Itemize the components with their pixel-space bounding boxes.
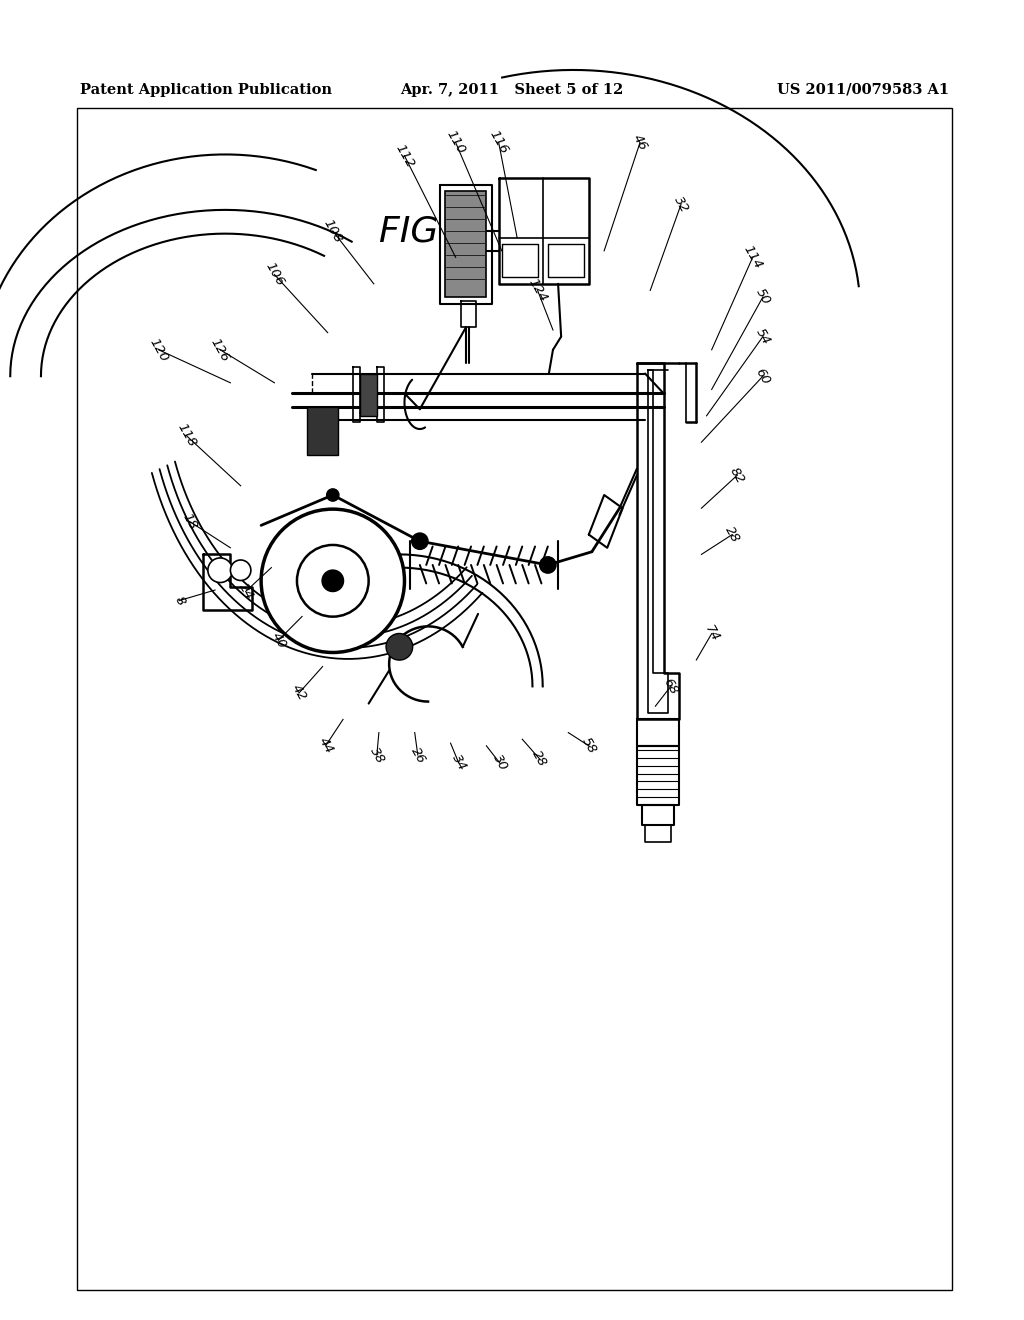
Text: 54: 54 <box>753 326 773 347</box>
Text: US 2011/0079583 A1: US 2011/0079583 A1 <box>777 83 949 96</box>
Circle shape <box>412 533 428 549</box>
Text: 8: 8 <box>171 594 187 607</box>
Text: 24: 24 <box>236 581 256 602</box>
Text: 124: 124 <box>525 276 550 305</box>
Bar <box>307 407 338 455</box>
Text: 34: 34 <box>449 752 469 774</box>
Text: 120: 120 <box>146 335 171 364</box>
Circle shape <box>322 570 344 591</box>
Bar <box>77 108 952 1290</box>
Text: 114: 114 <box>740 243 765 272</box>
Text: 28: 28 <box>722 524 742 545</box>
Text: 46: 46 <box>630 132 650 153</box>
Circle shape <box>261 510 404 652</box>
Text: 118: 118 <box>174 421 199 450</box>
Text: Patent Application Publication: Patent Application Publication <box>80 83 332 96</box>
Circle shape <box>386 634 413 660</box>
Bar <box>360 374 377 416</box>
Text: Apr. 7, 2011   Sheet 5 of 12: Apr. 7, 2011 Sheet 5 of 12 <box>400 83 624 96</box>
Text: 44: 44 <box>315 735 336 756</box>
Bar <box>445 191 486 297</box>
Text: 32: 32 <box>671 194 691 215</box>
Text: 68: 68 <box>660 676 681 697</box>
Text: 58: 58 <box>579 735 599 756</box>
Text: 40: 40 <box>268 630 289 651</box>
Text: 42: 42 <box>289 682 309 704</box>
Text: 30: 30 <box>489 752 510 774</box>
Text: 18: 18 <box>179 511 200 532</box>
Circle shape <box>230 560 251 581</box>
Circle shape <box>297 545 369 616</box>
Circle shape <box>540 557 556 573</box>
Text: 126: 126 <box>208 335 232 364</box>
Circle shape <box>327 488 339 502</box>
Text: 26: 26 <box>408 744 428 766</box>
Text: 110: 110 <box>443 128 468 157</box>
Text: 50: 50 <box>753 286 773 308</box>
Text: 112: 112 <box>392 141 417 170</box>
Text: 106: 106 <box>262 260 287 289</box>
Text: 74: 74 <box>701 623 722 644</box>
Text: 38: 38 <box>367 744 387 766</box>
Text: 82: 82 <box>727 465 748 486</box>
Text: FIG 3: FIG 3 <box>379 214 473 248</box>
Text: 108: 108 <box>321 216 345 246</box>
Text: 116: 116 <box>486 128 511 157</box>
Text: 60: 60 <box>753 366 773 387</box>
Text: 28: 28 <box>529 748 550 770</box>
Circle shape <box>208 558 232 582</box>
